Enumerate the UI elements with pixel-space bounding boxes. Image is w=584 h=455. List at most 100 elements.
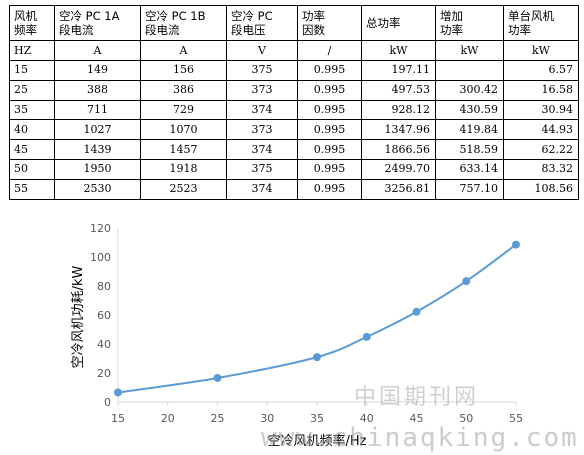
column-header-line: 增加 bbox=[440, 9, 463, 23]
table-cell: 40 bbox=[9, 119, 55, 141]
y-axis: 0 20 40 60 80 100 120 bbox=[90, 222, 119, 409]
x-tick-label: 20 bbox=[161, 412, 175, 425]
unit-cell: / bbox=[297, 40, 362, 61]
table-row: 25 388 386 373 0.995 497.53 300.42 16.58 bbox=[9, 79, 579, 101]
table-cell: 50 bbox=[9, 158, 55, 180]
data-point bbox=[213, 373, 222, 382]
table-row: 35 711 729 374 0.995 928.12 430.59 30.94 bbox=[9, 99, 579, 121]
column-header-line: 空冷 PC bbox=[231, 9, 273, 23]
column-header-line: 风机 bbox=[14, 9, 37, 23]
column-header: 单台风机 功率 bbox=[503, 5, 579, 41]
data-table: 风机 频率 空冷 PC 1A 段电流 空冷 PC 1B 段电流 空冷 PC 段电压 功率 因数 总功… bbox=[9, 5, 579, 200]
column-header: 增加 功率 bbox=[435, 5, 504, 41]
unit-cell: A bbox=[140, 40, 227, 61]
table-cell: 374 bbox=[226, 178, 298, 200]
series-points bbox=[114, 240, 520, 397]
table-row: 55 2530 2523 374 0.995 3256.81 757.10 108.56 bbox=[9, 178, 579, 200]
table-row: 50 1950 1918 375 0.995 2499.70 633.14 83.32 bbox=[9, 158, 579, 180]
x-tick-label: 55 bbox=[509, 412, 523, 425]
table-cell: 1866.56 bbox=[361, 139, 436, 160]
unit-cell: V bbox=[226, 40, 298, 61]
table-cell: 430.59 bbox=[435, 99, 504, 121]
table-cell: 156 bbox=[140, 60, 227, 81]
watermark-url: www.chinaqking.com bbox=[261, 423, 579, 453]
table-cell: 108.56 bbox=[503, 178, 579, 200]
table-cell: 928.12 bbox=[361, 99, 436, 121]
watermark-cn: 中国期刊网 bbox=[354, 385, 480, 410]
column-header: 功率 因数 bbox=[297, 5, 362, 41]
table-cell: 375 bbox=[226, 60, 298, 81]
data-point bbox=[362, 332, 371, 341]
table-cell: 197.11 bbox=[361, 60, 436, 81]
table-cell: 6.57 bbox=[503, 60, 579, 81]
table-body: 风机 频率 空冷 PC 1A 段电流 空冷 PC 1B 段电流 空冷 PC 段电压 功率 因数 总功… bbox=[9, 5, 579, 200]
column-header-line: 段电流 bbox=[59, 23, 94, 37]
column-header: 总功率 bbox=[361, 5, 436, 41]
unit-cell: A bbox=[54, 40, 141, 61]
table-cell: 386 bbox=[140, 79, 227, 101]
y-tick-label: 80 bbox=[97, 280, 111, 293]
column-header: 风机 频率 bbox=[9, 5, 55, 41]
table-cell: 0.995 bbox=[297, 139, 362, 160]
table-row: 40 1027 1070 373 0.995 1347.96 419.84 44.93 bbox=[9, 119, 579, 141]
column-header-line: 功率 bbox=[302, 9, 325, 23]
y-tick-label: 0 bbox=[104, 396, 111, 409]
table-cell: 30.94 bbox=[503, 99, 579, 121]
table-cell: 55 bbox=[9, 178, 55, 200]
y-tick-label: 100 bbox=[90, 251, 111, 264]
x-tick-label: 35 bbox=[310, 412, 324, 425]
column-header: 空冷 PC 段电压 bbox=[226, 5, 298, 41]
table-cell: 0.995 bbox=[297, 60, 362, 81]
table-cell: 518.59 bbox=[435, 139, 504, 160]
table-cell: 0.995 bbox=[297, 178, 362, 200]
data-point bbox=[412, 307, 421, 316]
column-header-line: 空冷 PC 1A bbox=[59, 9, 120, 23]
table-cell: 83.32 bbox=[503, 158, 579, 180]
table-header-row: 风机 频率 空冷 PC 1A 段电流 空冷 PC 1B 段电流 空冷 PC 段电压 功率 因数 总功… bbox=[9, 5, 579, 41]
table-cell: 729 bbox=[140, 99, 227, 121]
column-header-line: 空冷 PC 1B bbox=[145, 9, 206, 23]
table-cell: 62.22 bbox=[503, 139, 579, 160]
table-cell: 45 bbox=[9, 139, 55, 160]
data-point bbox=[114, 388, 122, 397]
table-cell: 497.53 bbox=[361, 79, 436, 101]
table-cell: 419.84 bbox=[435, 119, 504, 141]
table-cell: 375 bbox=[226, 158, 298, 180]
table-cell: 1918 bbox=[140, 158, 227, 180]
data-point bbox=[313, 353, 321, 362]
table-cell: 388 bbox=[54, 79, 141, 101]
table-cell: 300.42 bbox=[435, 79, 504, 101]
table-cell: 374 bbox=[226, 139, 298, 160]
table-cell: 1950 bbox=[54, 158, 141, 180]
table-cell: 2530 bbox=[54, 178, 141, 200]
unit-row: HZ A A V / kW kW kW bbox=[9, 40, 579, 61]
table-cell: 44.93 bbox=[503, 119, 579, 141]
x-tick-label: 30 bbox=[260, 412, 274, 425]
table-cell: 0.995 bbox=[297, 119, 362, 141]
table-cell: 0.995 bbox=[297, 79, 362, 101]
x-axis: 15 20 25 30 35 40 45 50 55 bbox=[111, 401, 523, 425]
table-cell: 373 bbox=[226, 119, 298, 141]
table-cell: 0.995 bbox=[297, 99, 362, 121]
data-point bbox=[462, 277, 471, 286]
data-point bbox=[512, 240, 520, 249]
table-cell: 373 bbox=[226, 79, 298, 101]
unit-cell: kW bbox=[503, 40, 579, 61]
table-cell: 1457 bbox=[140, 139, 227, 160]
unit-cell: HZ bbox=[9, 40, 55, 61]
column-header-line: 功率 bbox=[508, 23, 531, 37]
table-cell: 374 bbox=[226, 99, 298, 121]
x-axis-label: 空冷风机频率/Hz bbox=[268, 433, 367, 449]
unit-cell: kW bbox=[361, 40, 436, 61]
x-tick-label: 45 bbox=[410, 412, 424, 425]
table-cell: 711 bbox=[54, 99, 141, 121]
column-header-line: 单台风机 bbox=[508, 9, 554, 23]
x-tick-label: 15 bbox=[111, 412, 125, 425]
x-tick-label: 40 bbox=[360, 412, 374, 425]
y-tick-label: 120 bbox=[90, 222, 111, 235]
table-row: 45 1439 1457 374 0.995 1866.56 518.59 62.22 bbox=[9, 139, 579, 160]
column-header: 空冷 PC 1B 段电流 bbox=[140, 5, 227, 41]
x-tick-label: 25 bbox=[211, 412, 225, 425]
table-cell: 1347.96 bbox=[361, 119, 436, 141]
table-cell: 35 bbox=[9, 99, 55, 121]
